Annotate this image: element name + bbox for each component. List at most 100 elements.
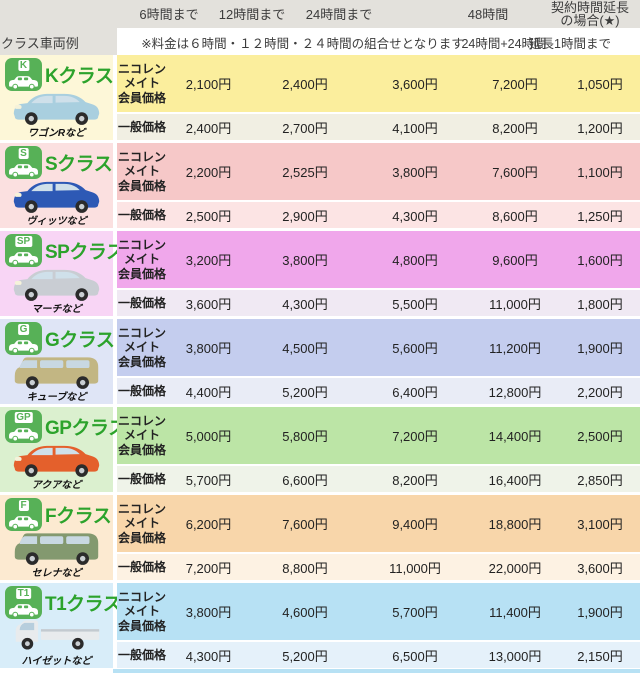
- price-cell-48h: 7,200円: [492, 77, 538, 92]
- price-cell-extension: 1,200円: [577, 120, 623, 136]
- subheader-extension: 延長1時間まで: [529, 37, 611, 51]
- price-cell-extension: 2,200円: [577, 384, 623, 400]
- class-info-panel: T1 T1クラス: [0, 583, 122, 668]
- column-header-48h: 48時間: [467, 7, 509, 22]
- class-badge-letter: F: [18, 500, 29, 511]
- car-illustration: [13, 269, 100, 301]
- car-model-label: ヴィッツなど: [26, 216, 87, 227]
- general-price-label: 一般価格: [117, 119, 166, 134]
- price-cell-48h: 16,400円: [488, 472, 542, 488]
- price-cell-extension: 1,050円: [577, 77, 623, 92]
- class-name: GPクラス: [45, 418, 127, 439]
- class-rows-container: K Kクラス: [0, 55, 640, 671]
- price-cell-12h: 5,200円: [282, 384, 328, 400]
- price-cell-12h: 5,200円: [282, 648, 328, 664]
- general-price-row: 一般価格 4,300円 5,200円 6,500円 13,000円 2,150円: [117, 642, 640, 668]
- car-icon: [9, 428, 38, 441]
- class-badge-letter: K: [17, 60, 30, 71]
- price-area: ニコレン メイト 会員価格 3,200円 3,800円 4,800円 9,600…: [117, 231, 640, 316]
- member-price-label: ニコレン メイト 会員価格: [117, 589, 166, 633]
- price-cell-6h: 3,800円: [185, 605, 232, 620]
- car-photo: [8, 437, 105, 479]
- member-price-row: ニコレン メイト 会員価格 2,200円 2,525円 3,800円 7,600…: [117, 143, 640, 200]
- general-price-row: 一般価格 5,700円 6,600円 8,200円 16,400円 2,850円: [117, 466, 640, 492]
- car-photo: [8, 613, 105, 655]
- class-name: Gクラス: [45, 330, 115, 351]
- general-price-label: 一般価格: [117, 471, 166, 486]
- price-cell-24h: 5,600円: [392, 341, 438, 356]
- price-cell-24h: 4,800円: [392, 253, 438, 268]
- class-info-panel: F Fクラス: [0, 495, 113, 580]
- class-info-panel: GP GPクラス: [0, 407, 127, 492]
- price-cell-48h: 8,600円: [492, 208, 538, 224]
- price-cell-24h: 7,200円: [392, 429, 438, 444]
- class-row: K Kクラス: [0, 55, 640, 140]
- member-price-label: ニコレン メイト 会員価格: [117, 61, 166, 105]
- price-cell-6h: 3,600円: [185, 296, 232, 312]
- member-price-row: ニコレン メイト 会員価格 5,000円 5,800円 7,200円 14,40…: [117, 407, 640, 464]
- car-illustration: [13, 445, 100, 477]
- class-badge-icon: K: [5, 58, 42, 91]
- class-row: GP GPクラス: [0, 407, 640, 492]
- price-cell-6h: 4,300円: [185, 648, 232, 664]
- class-badge-letter: S: [18, 148, 29, 159]
- price-cell-24h: 6,500円: [392, 648, 438, 664]
- price-cell-48h: 8,200円: [492, 120, 538, 136]
- price-cell-24h: 5,700円: [392, 605, 438, 620]
- class-badge-icon: T1: [5, 586, 42, 619]
- class-heading: G Gクラス: [5, 322, 115, 355]
- class-name: Sクラス: [45, 154, 113, 175]
- member-price-label: ニコレン メイト 会員価格: [117, 413, 166, 457]
- price-cell-48h: 11,400円: [489, 605, 541, 620]
- car-icon: [9, 340, 38, 353]
- car-icon: [9, 252, 38, 265]
- price-cell-6h: 3,800円: [185, 341, 232, 356]
- class-badge-icon: G: [5, 322, 42, 355]
- class-badge-icon: F: [5, 498, 42, 531]
- price-cell-24h: 8,200円: [392, 472, 438, 488]
- price-cell-extension: 1,100円: [577, 165, 623, 180]
- price-cell-24h: 3,600円: [392, 77, 438, 92]
- car-model-label: ワゴンRなど: [27, 128, 86, 139]
- price-cell-extension: 1,900円: [577, 341, 623, 356]
- note-strip-background: [117, 28, 640, 55]
- class-name: Fクラス: [45, 506, 112, 527]
- price-cell-12h: 4,300円: [282, 296, 328, 312]
- class-column-label: クラス車両例: [1, 36, 79, 51]
- price-cell-6h: 2,200円: [185, 165, 232, 180]
- price-cell-12h: 8,800円: [282, 560, 328, 576]
- price-area: ニコレン メイト 会員価格 3,800円 4,500円 5,600円 11,20…: [117, 319, 640, 404]
- class-badge-icon: S: [5, 146, 42, 179]
- price-cell-48h: 11,000円: [489, 296, 541, 312]
- class-name: Kクラス: [45, 66, 114, 87]
- price-cell-48h: 18,800円: [488, 517, 542, 532]
- general-price-row: 一般価格 4,400円 5,200円 6,400円 12,800円 2,200円: [117, 378, 640, 404]
- general-price-row: 一般価格 7,200円 8,800円 11,000円 22,000円 3,600…: [117, 554, 640, 580]
- price-cell-24h: 6,400円: [392, 384, 438, 400]
- price-cell-6h: 5,700円: [185, 472, 232, 488]
- car-icon: [9, 164, 38, 177]
- class-heading: T1 T1クラス: [5, 586, 122, 619]
- price-cell-24h: 11,000円: [389, 560, 441, 576]
- price-cell-48h: 13,000円: [488, 648, 542, 664]
- class-info-panel: G Gクラス: [0, 319, 115, 404]
- car-photo: [8, 525, 105, 567]
- price-cell-48h: 14,400円: [488, 429, 542, 444]
- price-cell-24h: 4,100円: [392, 120, 438, 136]
- price-cell-24h: 3,800円: [392, 165, 438, 180]
- member-price-row: ニコレン メイト 会員価格 6,200円 7,600円 9,400円 18,80…: [117, 495, 640, 552]
- general-price-row: 一般価格 2,400円 2,700円 4,100円 8,200円 1,200円: [117, 114, 640, 140]
- subheader-48h: 24時間+24時間: [461, 37, 547, 51]
- price-cell-48h: 9,600円: [492, 253, 538, 268]
- price-area: ニコレン メイト 会員価格 2,200円 2,525円 3,800円 7,600…: [117, 143, 640, 228]
- class-badge-icon: GP: [5, 410, 42, 443]
- price-cell-24h: 5,500円: [392, 296, 438, 312]
- cropped-next-row-strip: [113, 669, 640, 673]
- van-illustration: [14, 357, 99, 389]
- class-badge-letter: GP: [14, 412, 33, 423]
- class-row: S Sクラス: [0, 143, 640, 228]
- car-illustration: [13, 181, 100, 213]
- car-model-label: ハイゼットなど: [21, 656, 92, 667]
- car-photo: [8, 261, 105, 303]
- member-price-label: ニコレン メイト 会員価格: [117, 325, 166, 369]
